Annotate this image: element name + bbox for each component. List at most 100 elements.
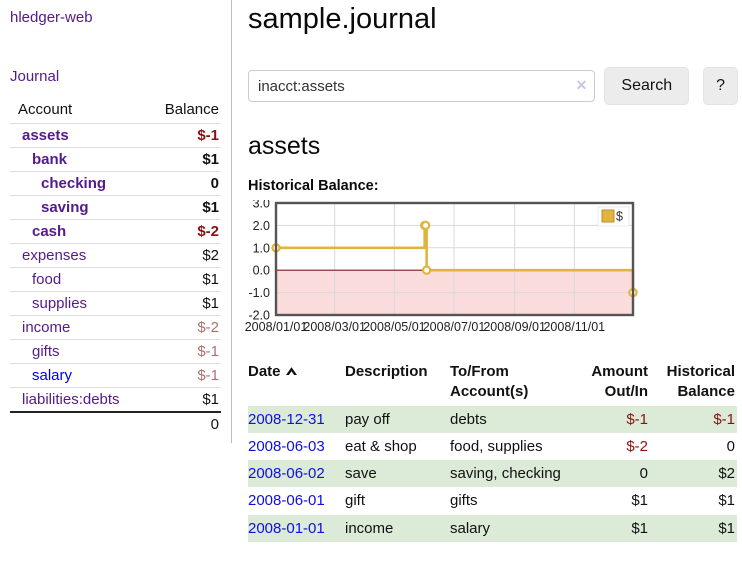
register-balance-cell: $1 bbox=[718, 519, 735, 537]
account-row: expenses $2 bbox=[10, 243, 221, 268]
svg-text:-1.0: -1.0 bbox=[248, 286, 270, 300]
register-amount-cell: 0 bbox=[639, 465, 648, 483]
account-balance: $1 bbox=[138, 147, 221, 172]
register-accounts-cell: saving, checking bbox=[450, 465, 561, 483]
account-balance: $1 bbox=[138, 195, 221, 220]
search-input-wrap: ✕ bbox=[248, 70, 596, 102]
register-balance-cell: $1 bbox=[718, 492, 735, 510]
search-button[interactable]: Search bbox=[604, 67, 690, 105]
transaction-date-link[interactable]: 2008-12-31 bbox=[248, 410, 325, 428]
accounts-header-account: Account bbox=[18, 101, 73, 118]
account-balance: $-1 bbox=[138, 123, 221, 148]
account-link[interactable]: food bbox=[32, 271, 62, 288]
account-link[interactable]: cash bbox=[32, 223, 67, 240]
register-row: 2008-01-01 income salary $1 $1 bbox=[248, 514, 737, 542]
svg-text:2008/03/01: 2008/03/01 bbox=[303, 320, 366, 334]
register-header-row: Date Description To/From Account(s) Amou… bbox=[248, 360, 737, 406]
register-date-cell: 2008-06-03 bbox=[248, 433, 345, 460]
transaction-date-link[interactable]: 2008-06-02 bbox=[248, 465, 325, 483]
account-balance: $2 bbox=[138, 243, 221, 268]
register-header-description: Description bbox=[345, 363, 428, 380]
register-row: 2008-06-02 save saving, checking 0 $2 bbox=[248, 460, 737, 488]
register-header-amount: Amount Out/In bbox=[591, 363, 648, 400]
register-header-date[interactable]: Date bbox=[248, 360, 345, 406]
register-row: 2008-06-03 eat & shop food, supplies $-2 0 bbox=[248, 433, 737, 460]
accounts-table-header-row: Account Balance bbox=[10, 99, 221, 124]
transaction-date-link[interactable]: 2008-01-01 bbox=[248, 519, 325, 537]
account-row: liabilities:debts $1 bbox=[10, 387, 221, 412]
account-row: food $1 bbox=[10, 267, 221, 292]
register-description-cell: gift bbox=[345, 492, 366, 510]
historical-balance-chart: 3.0 2.0 1.0 0.0 -1.0 -2.02008/01/012008/03/01… bbox=[245, 200, 638, 334]
register-row: 2008-06-01 gift gifts $1 $1 bbox=[248, 487, 737, 514]
accounts-table: Account Balance assets $-1 bank $1 checking 0… bbox=[10, 99, 221, 436]
register-description-cell: income bbox=[345, 519, 394, 537]
register-row: 2008-12-31 pay off debts $-1 $-1 bbox=[248, 405, 737, 433]
register-description-cell: save bbox=[345, 465, 377, 483]
transaction-date-link[interactable]: 2008-06-03 bbox=[248, 437, 325, 455]
svg-text:-2.0: -2.0 bbox=[248, 309, 270, 323]
register-description-cell: pay off bbox=[345, 410, 390, 428]
register-balance-cell: 0 bbox=[726, 437, 735, 455]
register-header-date-label: Date bbox=[248, 363, 281, 380]
account-row: cash $-2 bbox=[10, 219, 221, 244]
register-date-cell: 2008-12-31 bbox=[248, 406, 345, 433]
account-balance: 0 bbox=[138, 171, 221, 196]
register-amount-cell: $-2 bbox=[626, 437, 648, 455]
app-title-link[interactable]: hledger-web bbox=[10, 9, 93, 26]
account-link[interactable]: income bbox=[22, 319, 71, 336]
account-heading: assets bbox=[248, 132, 321, 160]
register-header-accounts: To/From Account(s) bbox=[450, 363, 529, 400]
svg-text:2008/05/01: 2008/05/01 bbox=[363, 320, 426, 334]
svg-text:$: $ bbox=[616, 210, 623, 224]
register-accounts-cell: debts bbox=[450, 410, 487, 428]
account-balance: $1 bbox=[138, 291, 221, 316]
help-button[interactable]: ? bbox=[703, 67, 738, 105]
main-content: sample.journal ✕ Search ? assets Histori… bbox=[233, 0, 742, 542]
register-date-cell: 2008-06-01 bbox=[248, 487, 345, 514]
register-amount-cell: $1 bbox=[631, 492, 648, 510]
svg-text:2008/11/01: 2008/11/01 bbox=[543, 320, 605, 334]
register-amount-cell: $1 bbox=[631, 519, 648, 537]
svg-text:0.0: 0.0 bbox=[253, 264, 270, 278]
journal-link[interactable]: Journal bbox=[10, 68, 60, 85]
account-row: supplies $1 bbox=[10, 291, 221, 316]
account-balance: $-2 bbox=[138, 315, 221, 340]
account-balance: $-1 bbox=[138, 339, 221, 364]
register-amount-cell: $-1 bbox=[626, 410, 648, 428]
register-date-cell: 2008-01-01 bbox=[248, 515, 345, 542]
register-description-cell: eat & shop bbox=[345, 437, 417, 455]
register-date-cell: 2008-06-02 bbox=[248, 460, 345, 487]
account-row: saving $1 bbox=[10, 195, 221, 220]
register-table: Date Description To/From Account(s) Amou… bbox=[248, 360, 737, 542]
account-link[interactable]: salary bbox=[32, 367, 73, 384]
search-form: ✕ Search ? bbox=[248, 67, 738, 105]
account-balance: $1 bbox=[138, 387, 221, 412]
accounts-total-row: 0 bbox=[10, 411, 221, 436]
register-accounts-cell: gifts bbox=[450, 492, 478, 510]
svg-text:2008/07/01: 2008/07/01 bbox=[423, 320, 486, 334]
register-accounts-cell: salary bbox=[450, 519, 491, 537]
page-title: sample.journal bbox=[248, 3, 437, 35]
account-link[interactable]: saving bbox=[41, 199, 89, 216]
transaction-date-link[interactable]: 2008-06-01 bbox=[248, 492, 325, 510]
account-link[interactable]: gifts bbox=[32, 343, 60, 360]
chart-title: Historical Balance: bbox=[248, 178, 379, 194]
account-balance: $-1 bbox=[138, 363, 221, 388]
svg-text:3.0: 3.0 bbox=[253, 200, 270, 211]
accounts-total-balance: 0 bbox=[138, 411, 221, 436]
search-input[interactable] bbox=[248, 70, 596, 102]
account-link[interactable]: supplies bbox=[32, 295, 88, 312]
account-link[interactable]: expenses bbox=[22, 247, 87, 264]
account-row: bank $1 bbox=[10, 147, 221, 172]
account-link[interactable]: bank bbox=[32, 151, 68, 168]
account-link[interactable]: assets bbox=[22, 127, 69, 144]
account-link[interactable]: checking bbox=[41, 175, 107, 192]
clear-search-icon[interactable]: ✕ bbox=[575, 77, 588, 93]
account-link[interactable]: liabilities:debts bbox=[22, 391, 120, 408]
accounts-header-balance: Balance bbox=[164, 101, 219, 118]
account-row: assets $-1 bbox=[10, 123, 221, 148]
register-balance-cell: $-1 bbox=[713, 410, 735, 428]
register-table-body: 2008-12-31 pay off debts $-1 $-1 2008-06-03 ea… bbox=[248, 405, 737, 542]
account-row: checking 0 bbox=[10, 171, 221, 196]
